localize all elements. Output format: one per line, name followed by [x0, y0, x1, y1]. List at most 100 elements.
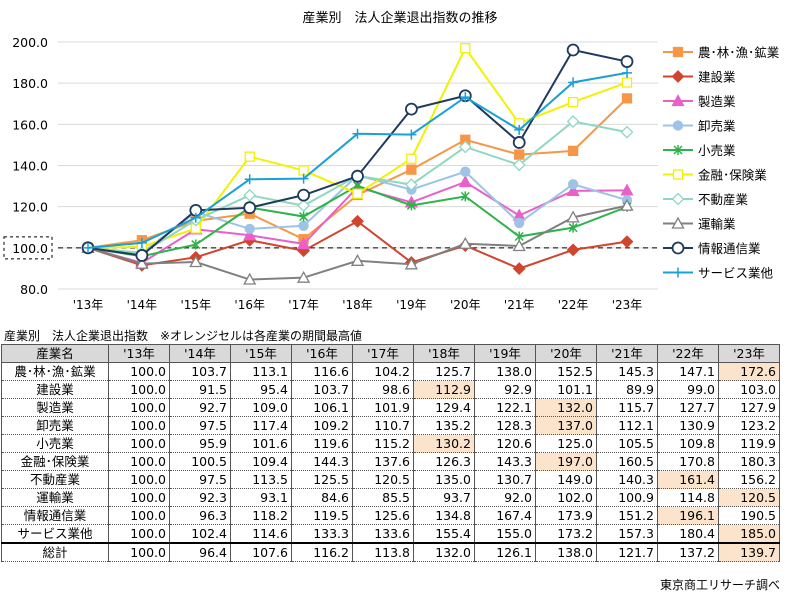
value-cell: 160.5 [596, 452, 658, 471]
table-row: 製造業 100.0 92.7 109.0 106.1 101.9 129.4 122.1 132… [1, 398, 780, 417]
table-row: 情報通信業 100.0 96.3 118.2 119.5 125.6 134.8 167.4 1… [1, 506, 780, 525]
x-tick-label: '15年 [181, 298, 212, 312]
table-title: 産業別 法人企業退出指数 ※オレンジセルは各産業の期間最高値 [4, 329, 363, 343]
value-cell: 95.4 [230, 380, 292, 399]
value-cell: 100.0 [108, 434, 170, 453]
row-label: 農･林･漁･鉱業 [1, 362, 109, 381]
max-value-cell: 132.0 [535, 398, 597, 417]
data-point [460, 43, 471, 54]
value-cell: 120.6 [474, 434, 536, 453]
value-cell: 99.0 [657, 380, 719, 399]
value-cell: 137.6 [352, 452, 414, 471]
value-cell: 100.0 [108, 542, 170, 562]
data-point [244, 223, 255, 235]
data-point [297, 188, 311, 202]
data-point [244, 151, 255, 162]
value-cell: 92.7 [169, 398, 231, 417]
value-cell: 107.6 [230, 542, 292, 562]
table-row: 小売業 100.0 95.9 101.6 119.6 115.2 130.2 120.6 125… [1, 434, 780, 453]
y-tick-label: 120.0 [12, 200, 48, 215]
value-cell: 113.5 [230, 470, 292, 489]
value-cell: 173.9 [535, 506, 597, 525]
data-point [299, 211, 309, 222]
value-cell: 190.5 [718, 506, 780, 525]
data-point [622, 67, 632, 78]
value-cell: 100.0 [108, 470, 170, 489]
x-tick-label: '23年 [612, 298, 643, 312]
value-cell: 125.7 [413, 362, 475, 381]
value-cell: 101.6 [230, 434, 292, 453]
data-point [351, 214, 364, 228]
column-header: '19年 [474, 344, 536, 363]
value-cell: 103.7 [291, 380, 353, 399]
data-point [404, 102, 418, 116]
value-cell: 114.8 [657, 488, 719, 507]
value-cell: 155.4 [413, 524, 475, 544]
legend-item: 不動産業 [663, 192, 749, 207]
y-tick-label: 200.0 [12, 35, 48, 50]
max-value-cell: 196.1 [657, 506, 719, 525]
value-cell: 180.4 [657, 524, 719, 544]
value-cell: 100.0 [108, 488, 170, 507]
value-cell: 119.9 [718, 434, 780, 453]
value-cell: 167.4 [474, 506, 536, 525]
value-cell: 127.9 [718, 398, 780, 417]
max-value-cell: 112.9 [413, 380, 475, 399]
legend-item: 小売業 [663, 143, 736, 158]
data-point [620, 235, 634, 249]
data-point [83, 242, 93, 253]
value-cell: 128.3 [474, 416, 536, 435]
data-point [189, 255, 203, 268]
max-value-cell: 172.6 [718, 362, 780, 381]
data-point [672, 169, 684, 180]
legend-label: サービス業他 [698, 266, 774, 281]
data-point [566, 210, 580, 223]
table-row: 総計 100.0 96.4 107.6 116.2 113.8 132.0 126.1 138.… [1, 542, 780, 562]
row-label: 運輸業 [1, 488, 109, 507]
value-cell: 100.0 [108, 416, 170, 435]
value-cell: 132.0 [413, 542, 475, 562]
legend-item: 運輸業 [663, 217, 736, 232]
value-cell: 109.4 [230, 452, 292, 471]
value-cell: 101.1 [535, 380, 597, 399]
max-value-cell: 137.0 [535, 416, 597, 435]
value-cell: 116.6 [291, 362, 353, 381]
data-point [512, 239, 526, 252]
data-point [671, 70, 685, 83]
value-cell: 138.0 [474, 362, 536, 381]
row-label: 金融･保険業 [1, 452, 109, 471]
table-row: 卸売業 100.0 97.5 117.4 109.2 110.7 135.2 128.3 137… [1, 416, 780, 435]
data-point [512, 136, 526, 149]
legend-item: 情報通信業 [663, 241, 761, 256]
value-cell: 144.3 [291, 452, 353, 471]
table-row: サービス業他 100.0 102.4 114.6 133.3 133.6 155.4 155.… [1, 524, 780, 544]
value-cell: 126.1 [474, 542, 536, 562]
data-point [672, 120, 684, 131]
data-point [350, 253, 365, 266]
data-point [620, 55, 634, 68]
table-row: 金融･保険業 100.0 100.5 109.4 144.3 137.6 126.3 143.… [1, 452, 780, 471]
value-cell: 104.2 [352, 362, 414, 381]
data-point [406, 129, 417, 140]
value-cell: 173.2 [535, 524, 597, 544]
value-cell: 115.2 [352, 434, 414, 453]
row-label: サービス業他 [1, 524, 109, 544]
data-point [673, 267, 683, 278]
source-note: 東京商工リサーチ調べ [659, 578, 780, 592]
value-cell: 152.5 [535, 362, 597, 381]
legend-label: 農･林･漁･鉱業 [698, 45, 780, 60]
value-cell: 114.6 [230, 524, 292, 544]
value-cell: 125.0 [535, 434, 597, 453]
data-table: 産業名 '13年 '14年 '15年 '16年 '17年 '18年 '19年 '20年 '21年 '… [1, 344, 780, 562]
data-point [460, 191, 470, 202]
data-point [406, 200, 416, 211]
value-cell: 130.9 [657, 416, 719, 435]
value-cell: 145.3 [596, 362, 658, 381]
value-cell: 120.5 [352, 470, 414, 489]
column-header: '23年 [718, 344, 780, 363]
value-cell: 133.6 [352, 524, 414, 544]
row-label: 小売業 [1, 434, 109, 453]
value-cell: 105.5 [596, 434, 658, 453]
value-cell: 102.4 [169, 524, 231, 544]
x-tick-label: '13年 [73, 298, 104, 312]
